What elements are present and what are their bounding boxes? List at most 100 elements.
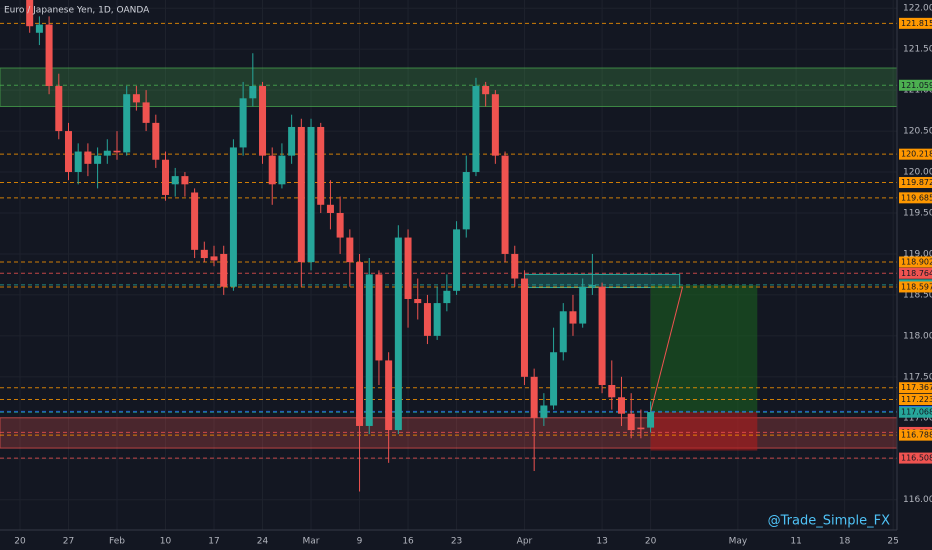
- candle-body: [501, 155, 509, 254]
- level-label: 117.223: [901, 395, 932, 404]
- candle-body: [268, 155, 276, 185]
- x-tick-label: Mar: [303, 537, 320, 547]
- level-label-bg: [899, 177, 932, 189]
- level-label-bg: [899, 394, 932, 406]
- y-tick-label: 117.500: [903, 372, 932, 382]
- x-tick-label: 16: [402, 537, 414, 547]
- level-label: 116.508: [901, 454, 932, 463]
- x-tick-label: 11: [790, 537, 801, 547]
- candle-body: [84, 151, 92, 164]
- zone: [0, 67, 898, 107]
- candle-body: [278, 155, 286, 185]
- candle-body: [191, 192, 199, 250]
- profit-zone: [650, 285, 758, 413]
- level-label: 116.788: [901, 431, 932, 440]
- candle-body: [540, 405, 548, 418]
- candle-body: [55, 86, 63, 132]
- candle-body: [307, 126, 315, 263]
- x-tick-label: 10: [160, 537, 172, 547]
- candle-body: [550, 352, 558, 406]
- level-label-bg: [899, 429, 932, 441]
- candle-body: [598, 286, 606, 386]
- x-tick-label: 9: [357, 537, 363, 547]
- candle-body: [627, 413, 635, 431]
- candle-body: [617, 397, 625, 414]
- candle-body: [453, 229, 461, 291]
- candle-body: [123, 94, 131, 153]
- candle-body: [326, 204, 334, 213]
- level-label: 118.597: [901, 282, 932, 291]
- x-tick-label: 25: [887, 537, 898, 547]
- level-label: 121.815: [901, 19, 932, 28]
- candle-body: [394, 237, 402, 431]
- candle-body: [259, 86, 267, 156]
- candle-body: [404, 237, 412, 299]
- level-label-bg: [899, 148, 932, 160]
- candle-body: [94, 155, 102, 164]
- candle-body: [414, 298, 422, 304]
- x-tick-label: 18: [839, 537, 851, 547]
- x-tick-label: 20: [645, 537, 657, 547]
- candle-body: [239, 98, 247, 148]
- level-label: 117.068: [901, 408, 932, 417]
- candle-body: [647, 412, 655, 428]
- y-tick-label: 116.000: [903, 495, 932, 505]
- y-tick-label: 120.000: [903, 168, 932, 178]
- candle-body: [249, 86, 257, 99]
- candle-body: [579, 286, 587, 324]
- candle-body: [181, 176, 189, 185]
- candle-body: [530, 376, 538, 418]
- level-label-bg: [899, 79, 932, 91]
- level-label: 120.218: [901, 150, 932, 159]
- y-tick-label: 121.500: [903, 45, 932, 55]
- candle-body: [171, 176, 179, 185]
- candle-body: [491, 94, 499, 156]
- level-label: 117.367: [901, 383, 932, 392]
- candle-body: [569, 311, 577, 324]
- level-label: 119.872: [901, 178, 932, 187]
- level-label-bg: [899, 406, 932, 418]
- candle-body: [375, 274, 383, 361]
- trade-arrow: [650, 286, 684, 413]
- y-tick-label: 117.000: [903, 413, 932, 423]
- y-tick-label: 118.000: [903, 331, 932, 341]
- candle-body: [220, 253, 228, 287]
- candle-body: [74, 151, 82, 173]
- candle-body: [588, 285, 596, 287]
- level-label-bg: [899, 192, 932, 204]
- level-label-bg: [899, 17, 932, 29]
- candle-body: [64, 131, 72, 173]
- candle-body: [103, 150, 111, 156]
- candle-body: [365, 274, 373, 426]
- chart-title: Euro / Japanese Yen, 1D, OANDA: [4, 6, 150, 16]
- candle-body: [297, 126, 305, 263]
- y-tick-label: 119.000: [903, 249, 932, 259]
- candle-body: [356, 262, 364, 426]
- candle-body: [35, 24, 43, 33]
- candle-body: [288, 126, 296, 156]
- candle-body: [472, 86, 480, 173]
- x-tick-label: Feb: [109, 537, 125, 547]
- candle-body: [385, 360, 393, 431]
- x-tick-label: 17: [208, 537, 219, 547]
- watermark: @Trade_Simple_FX: [768, 514, 890, 529]
- candle-body: [162, 159, 170, 195]
- candle-body: [132, 94, 140, 103]
- level-label: 118.902: [901, 257, 932, 266]
- candle-body: [443, 290, 451, 304]
- candle-body: [45, 24, 53, 87]
- x-tick-label: 13: [596, 537, 607, 547]
- level-label: 118.764: [901, 269, 932, 278]
- candle-body: [229, 147, 237, 287]
- candle-body: [200, 249, 208, 259]
- candle-body: [336, 212, 344, 238]
- candle-body: [26, 0, 34, 27]
- x-tick-label: Apr: [517, 537, 533, 547]
- x-tick-label: 27: [63, 537, 74, 547]
- y-tick-label: 118.500: [903, 290, 932, 300]
- candle-body: [346, 237, 354, 263]
- x-tick-label: May: [729, 537, 748, 547]
- candle-body: [520, 278, 528, 377]
